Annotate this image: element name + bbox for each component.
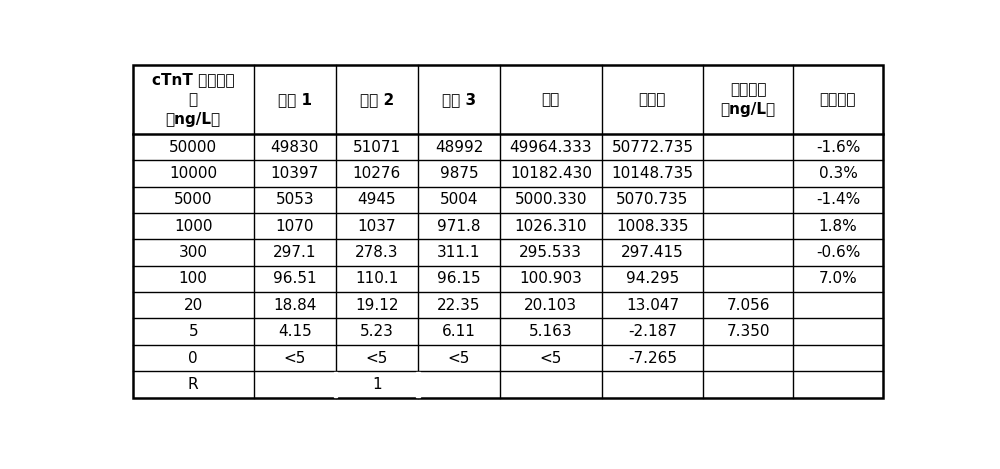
Text: -7.265: -7.265	[628, 350, 677, 365]
Text: 0.3%: 0.3%	[819, 166, 857, 181]
Text: R: R	[188, 377, 199, 392]
Text: 9875: 9875	[440, 166, 478, 181]
Text: 1.8%: 1.8%	[819, 219, 857, 234]
Text: 10397: 10397	[271, 166, 319, 181]
Text: 测试 2: 测试 2	[360, 92, 394, 107]
Text: 绝对偏差
（ng/L）: 绝对偏差 （ng/L）	[721, 82, 776, 117]
Text: 10276: 10276	[353, 166, 401, 181]
Text: 1026.310: 1026.310	[515, 219, 587, 234]
Text: 10182.430: 10182.430	[510, 166, 592, 181]
Text: 5.23: 5.23	[360, 324, 394, 339]
Text: 测试 3: 测试 3	[442, 92, 476, 107]
Text: 5004: 5004	[440, 192, 478, 207]
Text: 5: 5	[188, 324, 198, 339]
Text: 971.8: 971.8	[437, 219, 481, 234]
Text: 13.047: 13.047	[626, 298, 679, 313]
Text: 10148.735: 10148.735	[611, 166, 693, 181]
Text: 297.1: 297.1	[273, 245, 316, 260]
Text: 平均: 平均	[542, 92, 560, 107]
Bar	[416, 371, 420, 397]
Text: -1.4%: -1.4%	[816, 192, 860, 207]
Text: 1037: 1037	[358, 219, 396, 234]
Text: cTnT 参考品浓
度
（ng/L）: cTnT 参考品浓 度 （ng/L）	[152, 72, 235, 127]
Text: 10000: 10000	[169, 166, 217, 181]
Text: 48992: 48992	[435, 140, 483, 155]
Text: 278.3: 278.3	[355, 245, 399, 260]
Text: 50772.735: 50772.735	[611, 140, 693, 155]
Text: 7.350: 7.350	[726, 324, 770, 339]
Text: 94.295: 94.295	[626, 272, 679, 287]
Text: <5: <5	[540, 350, 562, 365]
Text: <5: <5	[366, 350, 388, 365]
Text: 5000.330: 5000.330	[515, 192, 587, 207]
Text: 100: 100	[179, 272, 208, 287]
Text: 100.903: 100.903	[519, 272, 582, 287]
Text: -1.6%: -1.6%	[816, 140, 860, 155]
Text: 1000: 1000	[174, 219, 212, 234]
Text: 5070.735: 5070.735	[616, 192, 689, 207]
Text: 50000: 50000	[169, 140, 217, 155]
Text: 96.51: 96.51	[273, 272, 317, 287]
Text: -0.6%: -0.6%	[816, 245, 860, 260]
Text: 1070: 1070	[275, 219, 314, 234]
Text: 295.533: 295.533	[519, 245, 582, 260]
Text: -2.187: -2.187	[628, 324, 677, 339]
Text: 7.0%: 7.0%	[819, 272, 857, 287]
Text: 311.1: 311.1	[437, 245, 481, 260]
Bar	[334, 371, 337, 397]
Text: 297.415: 297.415	[621, 245, 684, 260]
Text: 49830: 49830	[271, 140, 319, 155]
Text: 110.1: 110.1	[355, 272, 399, 287]
Text: 5.163: 5.163	[529, 324, 573, 339]
Text: 相对偏差: 相对偏差	[820, 92, 856, 107]
Text: 4945: 4945	[358, 192, 396, 207]
Text: 300: 300	[179, 245, 208, 260]
Text: 22.35: 22.35	[437, 298, 481, 313]
Text: 49964.333: 49964.333	[510, 140, 592, 155]
Text: 1008.335: 1008.335	[616, 219, 689, 234]
Text: 51071: 51071	[353, 140, 401, 155]
Text: 4.15: 4.15	[278, 324, 312, 339]
Text: <5: <5	[448, 350, 470, 365]
Text: 5053: 5053	[275, 192, 314, 207]
Text: 5000: 5000	[174, 192, 212, 207]
Text: 7.056: 7.056	[726, 298, 770, 313]
Text: 20.103: 20.103	[524, 298, 577, 313]
Text: 19.12: 19.12	[355, 298, 399, 313]
Text: 96.15: 96.15	[437, 272, 481, 287]
Text: 18.84: 18.84	[273, 298, 316, 313]
Text: 20: 20	[184, 298, 203, 313]
Text: 6.11: 6.11	[442, 324, 476, 339]
Text: 估计值: 估计值	[639, 92, 666, 107]
Text: <5: <5	[284, 350, 306, 365]
Text: 1: 1	[372, 377, 382, 392]
Text: 0: 0	[188, 350, 198, 365]
Text: 测试 1: 测试 1	[278, 92, 312, 107]
